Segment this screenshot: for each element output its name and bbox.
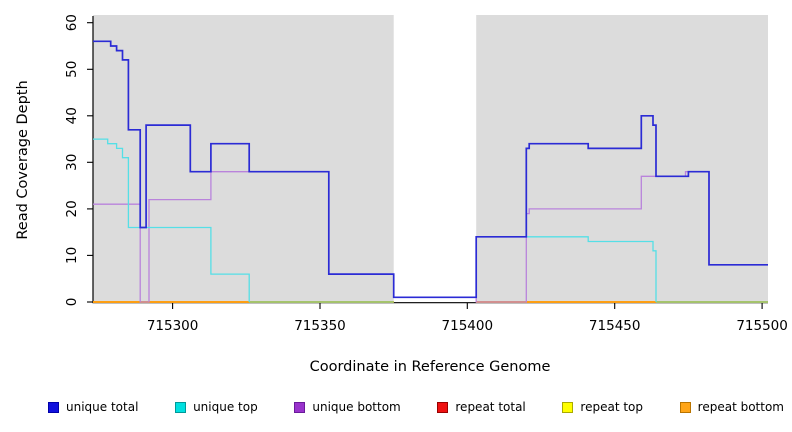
legend-item-repeat-total: repeat total <box>437 400 526 414</box>
series-line-unique-top <box>93 138 250 302</box>
legend-swatch-repeat-total <box>437 401 449 413</box>
legend-label: unique bottom <box>312 400 401 414</box>
chart-legend: unique total unique top unique bottom repea… <box>48 397 784 417</box>
legend-swatch-repeat-bottom <box>679 401 691 413</box>
y-tick-label: 60 <box>64 14 80 31</box>
y-tick-label: 40 <box>64 107 80 124</box>
y-tick-label: 10 <box>64 247 80 264</box>
coverage-plot: Coordinate in Reference Genome Read Cove… <box>15 14 788 375</box>
legend-item-unique-top: unique top <box>175 400 258 414</box>
highlight-band <box>393 15 477 302</box>
legend-label: repeat total <box>455 400 526 414</box>
y-tick-label: 0 <box>64 298 80 307</box>
y-axis-title: Read Coverage Depth <box>15 80 31 239</box>
y-tick-label: 20 <box>64 200 80 217</box>
legend-label: unique top <box>193 400 258 414</box>
y-tick-label: 50 <box>64 61 80 78</box>
x-tick-label: 715400 <box>442 318 494 334</box>
legend-item-repeat-top: repeat top <box>562 400 643 414</box>
legend-label: unique total <box>66 400 139 414</box>
x-tick-label: 715450 <box>589 318 641 334</box>
legend-item-unique-bottom: unique bottom <box>294 400 401 414</box>
legend-label: repeat bottom <box>697 400 784 414</box>
legend-swatch-unique-total <box>48 401 59 413</box>
x-tick-label: 715350 <box>294 318 346 334</box>
x-tick-label: 715500 <box>736 318 788 334</box>
x-tick-label: 715300 <box>147 318 199 334</box>
legend-swatch-unique-bottom <box>294 401 306 413</box>
legend-item-unique-total: unique total <box>48 400 138 414</box>
legend-swatch-repeat-top <box>562 401 574 413</box>
legend-label: repeat top <box>580 400 644 414</box>
series-line-unique-total <box>93 40 768 299</box>
legend-item-repeat-bottom: repeat bottom <box>679 400 784 414</box>
series-line-unique-top <box>476 236 657 302</box>
legend-swatch-unique-top <box>175 401 187 413</box>
x-axis-title: Coordinate in Reference Genome <box>310 359 551 375</box>
y-tick-label: 30 <box>64 154 80 171</box>
